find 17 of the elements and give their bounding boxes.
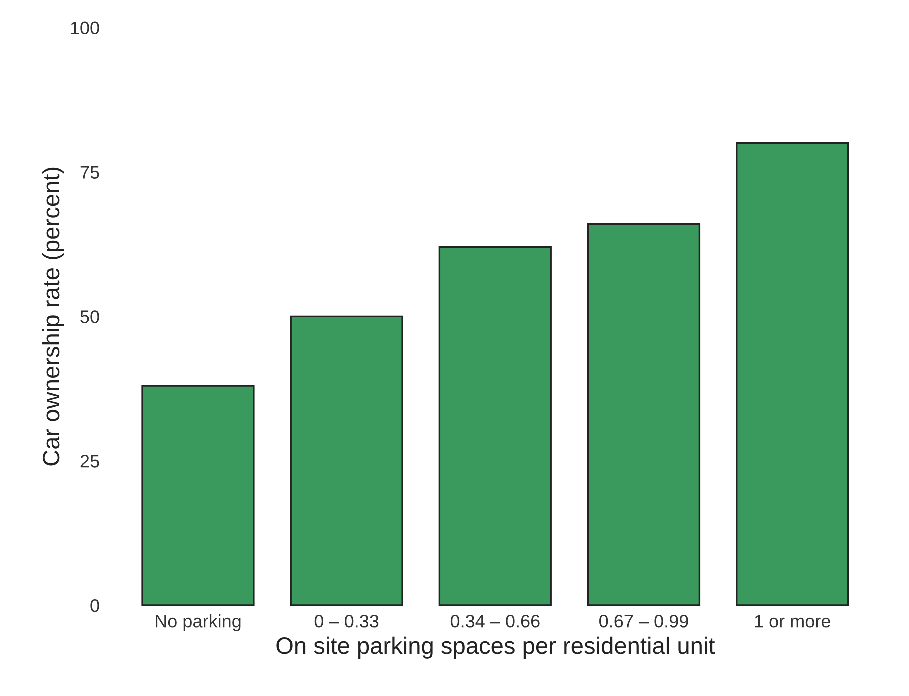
bar: [736, 142, 850, 606]
x-axis-title: On site parking spaces per residential unit: [276, 636, 716, 659]
x-tick-label: No parking: [156, 614, 241, 632]
y-tick-label: 0: [90, 599, 100, 612]
x-tick-label: 1 or more: [755, 615, 830, 628]
y-tick-label: 75: [80, 166, 100, 179]
y-tick-label: 100: [71, 22, 100, 35]
bar: [290, 316, 404, 606]
bar: [587, 223, 701, 606]
bar: [438, 246, 552, 606]
y-tick-label: 25: [80, 455, 100, 468]
x-tick-label: 0.67 – 0.99: [600, 615, 688, 628]
x-tick-label: 0.34 – 0.66: [450, 615, 540, 628]
y-axis-title: Car ownership rate (percent): [42, 168, 64, 466]
bar: [142, 385, 255, 606]
y-tick-label: 50: [80, 310, 100, 324]
x-tick-label: 0 – 0.33: [314, 615, 379, 628]
